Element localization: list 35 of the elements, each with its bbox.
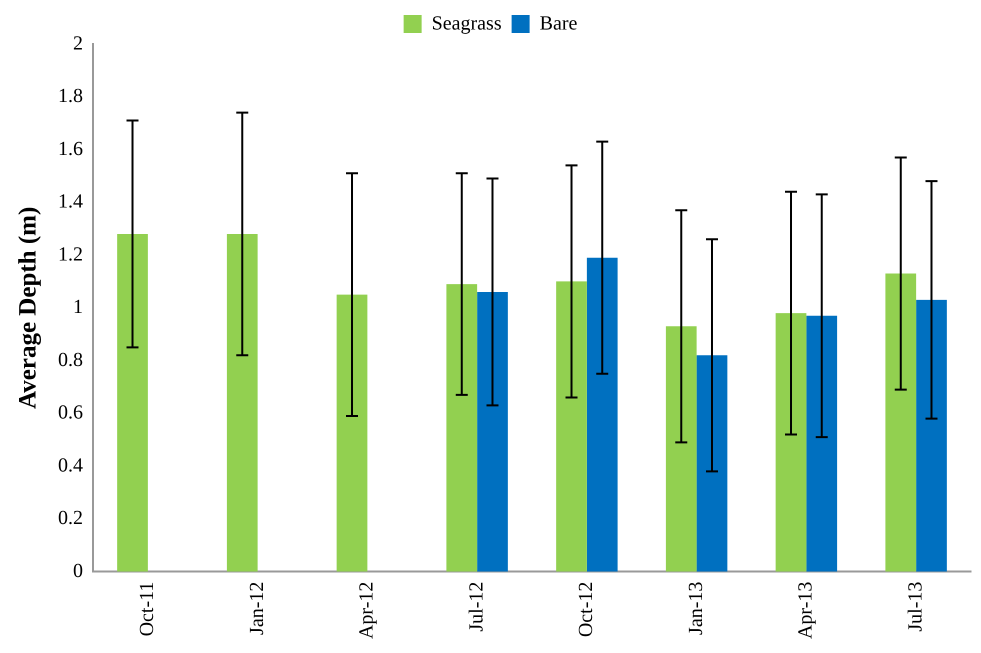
x-tick-label: Jul-13 — [904, 582, 926, 632]
bar — [226, 234, 258, 572]
y-tick-label: 1.8 — [58, 85, 83, 108]
y-tick-label: 0.2 — [58, 507, 83, 530]
x-tick-label: Jul-12 — [465, 582, 488, 632]
y-tick-label: 1.2 — [58, 243, 83, 266]
bar — [776, 313, 806, 572]
legend-label: Bare — [540, 12, 578, 34]
bar — [556, 281, 587, 572]
y-tick-label: 0.8 — [58, 348, 83, 371]
bar — [117, 234, 148, 572]
y-axis-title: Average Depth (m) — [14, 206, 42, 409]
bar — [586, 258, 618, 572]
bar — [916, 300, 947, 572]
bar — [806, 316, 838, 572]
bar — [885, 274, 916, 572]
y-tick-label: 0.6 — [58, 402, 83, 424]
bar — [446, 284, 478, 572]
x-tick-label: Jan-13 — [684, 582, 707, 635]
y-tick-label: 1 — [73, 296, 83, 318]
bar — [666, 326, 697, 572]
y-tick-label: 2 — [73, 32, 83, 54]
y-tick-label: 0 — [73, 560, 83, 582]
x-tick-label: Jan-12 — [246, 582, 268, 635]
x-tick-label: Oct-11 — [136, 582, 158, 636]
bar — [477, 292, 508, 572]
legend-label: Seagrass — [432, 12, 502, 34]
y-tick-label: 1.4 — [58, 190, 83, 213]
x-tick-label: Apr-12 — [356, 582, 378, 640]
y-tick-label: 1.6 — [58, 138, 83, 160]
x-tick-label: Oct-12 — [575, 582, 598, 638]
bar — [696, 355, 728, 572]
y-tick-label: 0.4 — [58, 454, 83, 476]
x-tick-label: Apr-13 — [794, 582, 817, 640]
bar — [336, 294, 368, 572]
